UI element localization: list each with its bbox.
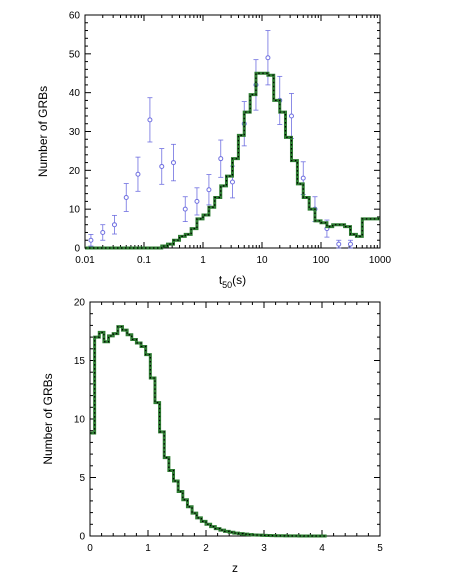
x-tick-label: 3 [261, 543, 267, 554]
x-axis-title-main: t [219, 273, 223, 287]
y-tick-label: 5 [79, 473, 85, 484]
x-tick-label: 5 [377, 543, 383, 554]
x-tick-label: 0 [87, 543, 93, 554]
y-axis-title: Number of GRBs [36, 86, 50, 177]
data-point [218, 156, 224, 162]
x-tick-label: 2 [203, 543, 209, 554]
data-point [100, 229, 106, 235]
data-point [265, 55, 271, 61]
data-point [111, 222, 117, 228]
bottom-chart-redshift-distribution: 0 5 10 15 20 0 1 2 3 4 5 z Number of GRBs [41, 298, 383, 576]
data-point [347, 241, 353, 247]
step-histogram-line [90, 325, 327, 538]
data-point [229, 179, 235, 185]
x-tick-label: 4 [319, 543, 325, 554]
x-axis-title: z [232, 561, 238, 575]
data-point [336, 241, 342, 247]
data-point [300, 175, 306, 181]
y-tick-label: 20 [74, 298, 86, 309]
x-axis-title: t50(s) [219, 273, 246, 290]
y-tick-label: 0 [74, 244, 80, 255]
plot-frame [84, 14, 381, 249]
x-tick-label: 1 [200, 255, 206, 266]
y-tick-label: 0 [79, 532, 85, 543]
y-tick-label: 15 [74, 356, 86, 367]
data-point [288, 113, 294, 119]
y-tick-label: 50 [69, 49, 81, 60]
y-tick-label: 30 [69, 127, 81, 138]
data-point [159, 163, 165, 169]
data-point [135, 171, 141, 177]
data-point [147, 117, 153, 123]
y-tick-label: 60 [69, 11, 81, 22]
data-point [123, 195, 129, 201]
y-axis-title: Number of GRBs [41, 373, 55, 464]
x-axis-title-subscript: 50 [222, 280, 232, 290]
x-tick-label: 100 [313, 255, 330, 266]
x-axis-title-suffix: (s) [232, 273, 246, 287]
x-tick-label: 1000 [369, 255, 392, 266]
plot-frame [89, 301, 381, 537]
data-point [194, 198, 200, 204]
x-tick-label: 0.01 [75, 255, 95, 266]
y-tick-label: 10 [69, 205, 81, 216]
x-tick-label: 10 [256, 255, 268, 266]
y-tick-label: 10 [74, 415, 86, 426]
data-point [182, 206, 188, 212]
step-histogram-dots [90, 325, 327, 537]
step-histogram-line [85, 71, 380, 250]
data-point [206, 187, 212, 193]
x-tick-label: 0.1 [137, 255, 151, 266]
data-point [170, 160, 176, 166]
step-histogram-dots [85, 72, 380, 249]
y-tick-label: 20 [69, 166, 81, 177]
y-tick-label: 40 [69, 88, 81, 99]
x-tick-label: 1 [145, 543, 151, 554]
data-point [88, 237, 94, 243]
